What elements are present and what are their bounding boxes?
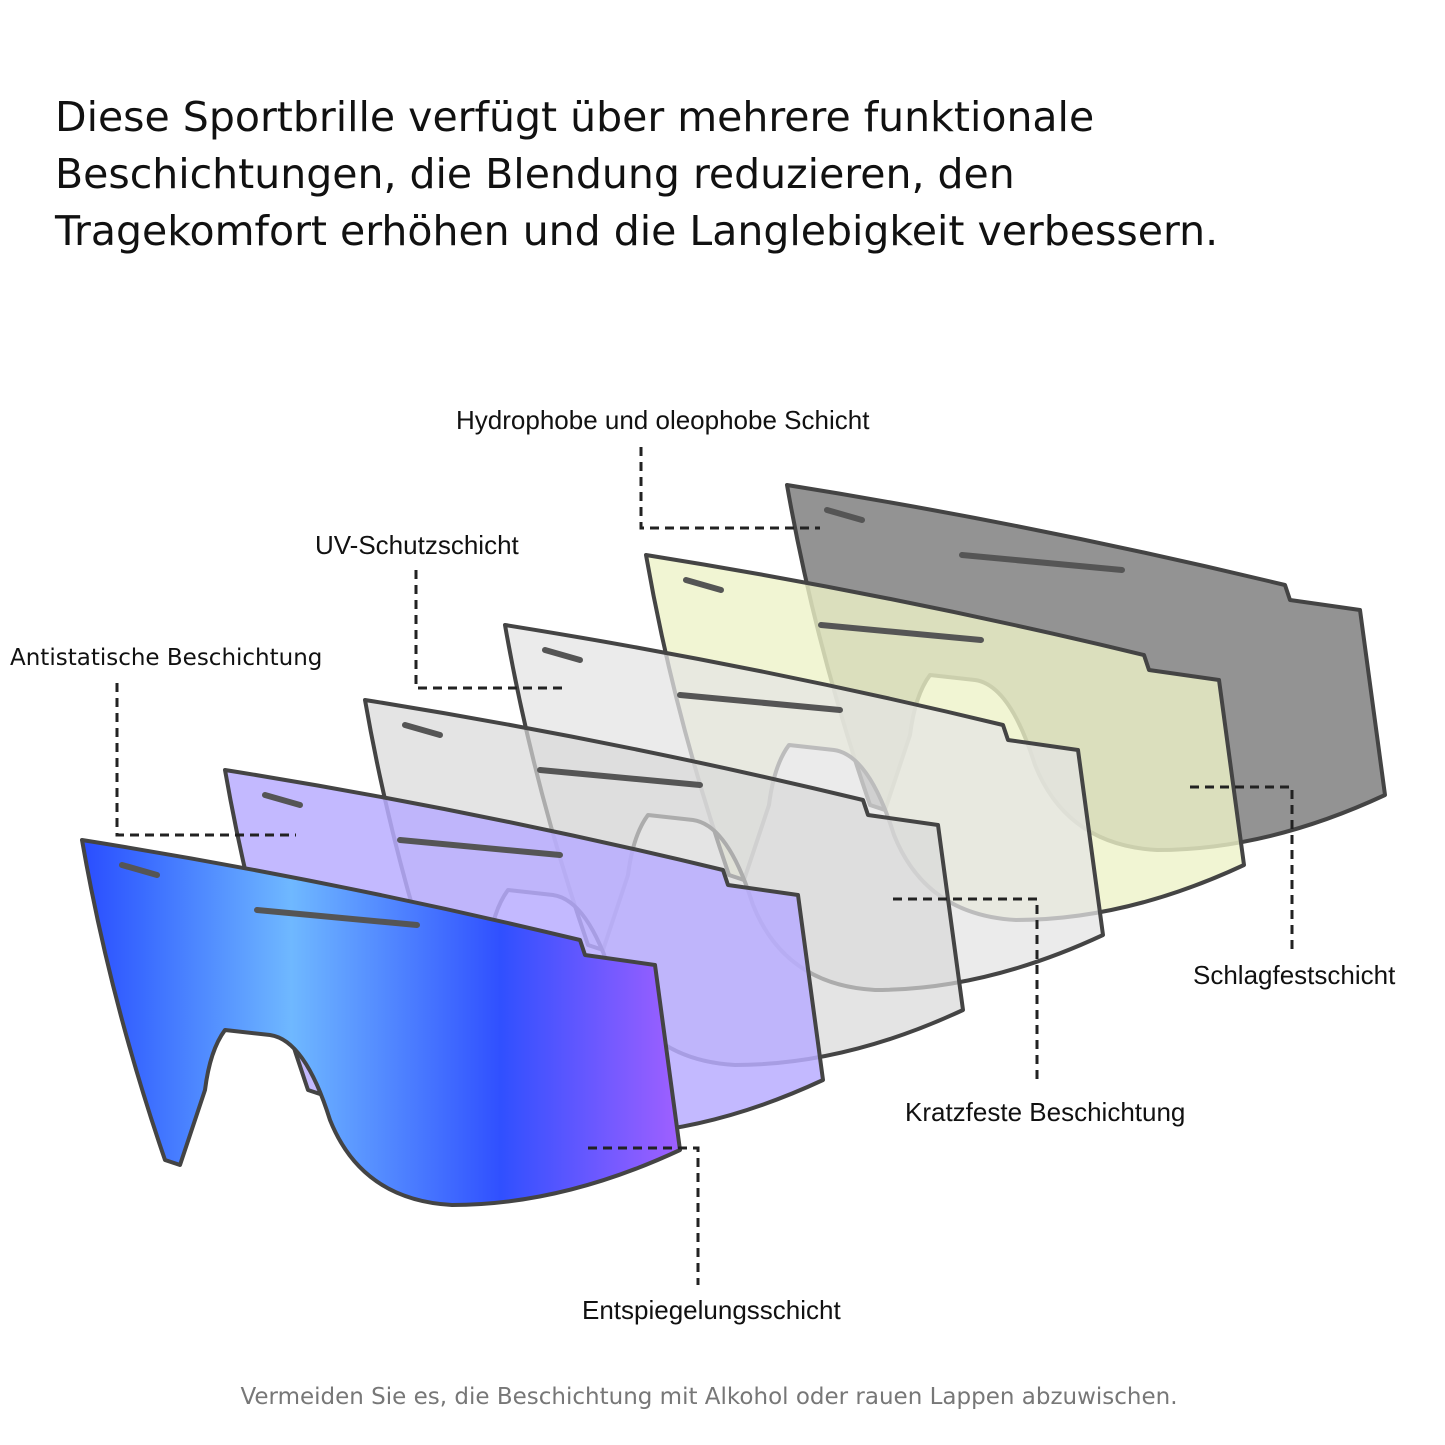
heading-line: Beschichtungen, die Blendung reduzieren,…	[55, 150, 1015, 198]
label: Schlagfestschicht	[1193, 960, 1396, 990]
label: Antistatische Beschichtung	[10, 645, 322, 671]
label: Entspiegelungsschicht	[582, 1295, 841, 1325]
label: Hydrophobe und oleophobe Schicht	[456, 405, 870, 435]
heading-line: Tragekomfort erhöhen und die Langlebigke…	[54, 207, 1218, 255]
footer-note: Vermeiden Sie es, die Beschichtung mit A…	[240, 1384, 1177, 1410]
label: Kratzfeste Beschichtung	[905, 1097, 1185, 1127]
label: UV-Schutzschicht	[315, 530, 520, 560]
heading-line: Diese Sportbrille verfügt über mehrere f…	[55, 93, 1094, 141]
leader-lines	[115, 447, 1294, 1285]
lens-stack	[80, 483, 1387, 1207]
